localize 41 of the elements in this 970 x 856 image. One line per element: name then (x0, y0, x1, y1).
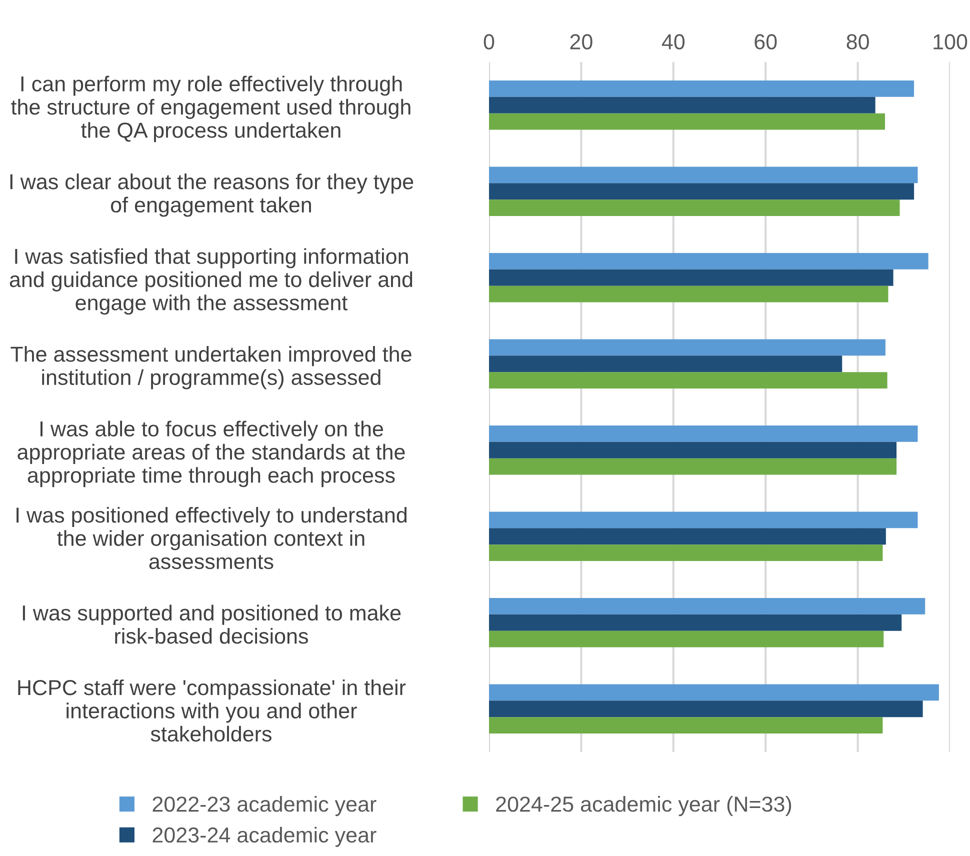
bar (489, 253, 928, 270)
y-tick-label: I was positioned effectively to understand the wider organisation context in assessments (16, 506, 407, 570)
bar (489, 684, 939, 701)
y-tick-label: I was able to focus effectively on the appropriate areas of the standards at the appropriate time through each process (18, 420, 405, 488)
x-tick-label: 40 (662, 34, 685, 50)
bar (489, 183, 914, 200)
y-tick-label: I was clear about the reasons for they type of engagement taken (10, 174, 414, 217)
bar (489, 426, 918, 442)
legend-label: 2022-23 academic year (152, 796, 376, 816)
bar (489, 598, 926, 614)
x-tick-label: 0 (484, 34, 494, 50)
y-tick-label: HCPC staff were 'compassionate' in their interactions with you and other stakeholders (18, 679, 406, 742)
bar (489, 200, 900, 216)
bar (489, 717, 883, 734)
x-tick-label: 100 (934, 34, 968, 50)
bar (489, 339, 886, 356)
y-tick-label: I can perform my role effectively through the structure of engagement used through the QA process undertaken (11, 76, 410, 142)
bar (489, 512, 918, 528)
legend-label: 2024-25 academic year (N=33) (496, 796, 792, 816)
x-tick-label: 80 (846, 34, 869, 50)
bar (489, 80, 914, 97)
y-tick-label: I was satisfied that supporting information and guidance positioned me to deliver and engage with the assessment (10, 248, 412, 315)
bar (489, 544, 883, 561)
x-tick-label: 60 (754, 34, 777, 50)
bar (489, 356, 842, 372)
bar (489, 700, 923, 718)
bar (489, 166, 918, 184)
bar (489, 96, 876, 114)
y-tick-label: The assessment undertaken improved the institution / programme(s) assessed (10, 346, 412, 390)
legend-label: 2023-24 academic year (152, 826, 376, 847)
bar (489, 458, 897, 475)
bar (489, 286, 888, 302)
x-tick-label: 20 (570, 34, 592, 50)
bar (489, 614, 902, 631)
bar (489, 630, 884, 648)
bar (489, 442, 897, 458)
y-tick-label: I was supported and positioned to make risk-based decisions (22, 604, 401, 644)
bar (489, 269, 894, 286)
bar (489, 372, 888, 388)
bar (489, 113, 885, 130)
bar (489, 528, 886, 545)
